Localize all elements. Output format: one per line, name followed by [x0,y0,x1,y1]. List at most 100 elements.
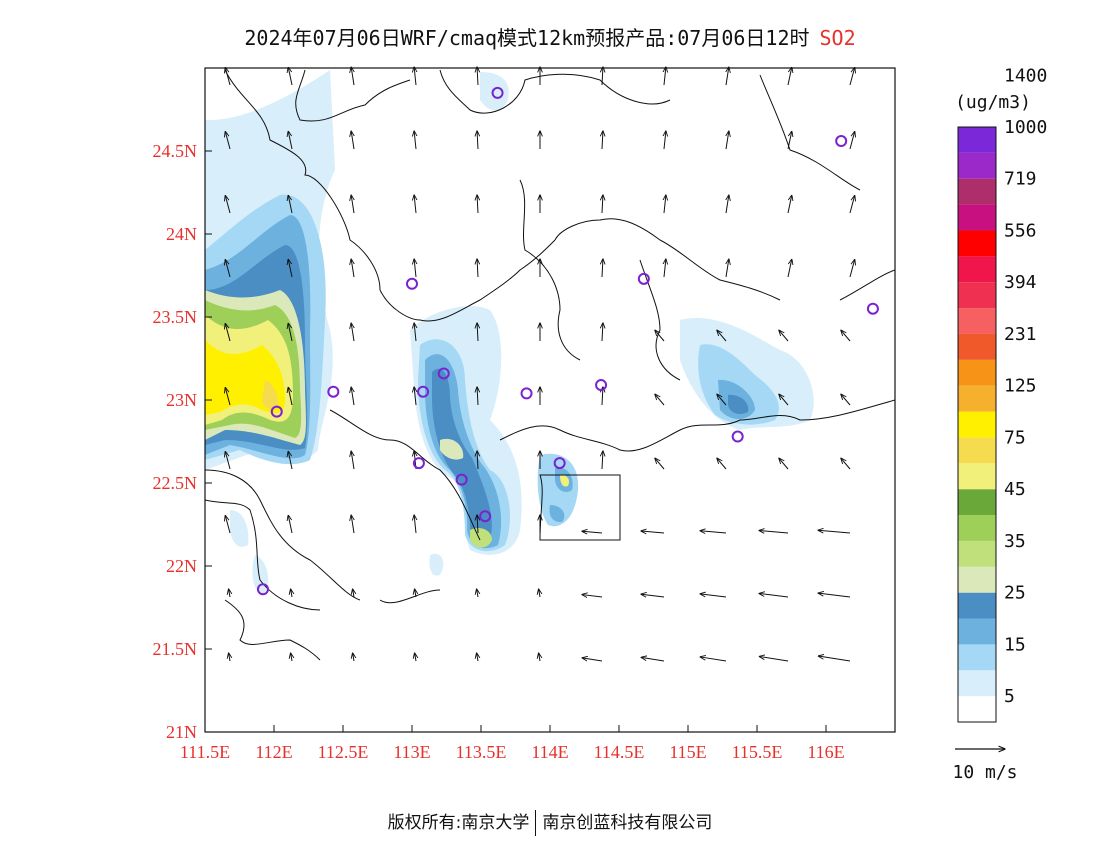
wind-arrow [225,196,231,214]
wind-arrow [351,451,354,470]
wind-arrow [582,658,603,662]
wind-arrow [225,452,231,470]
wind-arrow [641,594,665,597]
wind-arrow [225,132,231,150]
wind-arrow [351,131,354,150]
wind-arrow [655,394,665,406]
wind-arrow [225,324,231,342]
wind-arrow [582,531,603,533]
wind-arrow [602,131,603,150]
legend-label: 231 [1004,324,1037,345]
wind-arrow [414,259,416,278]
wind-arrow [841,330,851,342]
wind-arrow [759,656,789,662]
legend-swatch [958,308,996,334]
wind-arrow [477,323,478,342]
wind-arrow [717,394,727,406]
wind-arrow [841,394,851,406]
wind-arrow [664,131,666,150]
station-markers [256,86,879,596]
wind-vectors [225,67,855,662]
wind-arrow [582,595,603,597]
wind-arrow [225,388,231,406]
wind-arrow [477,653,478,662]
wind-arrow [229,653,230,662]
footer: 版权所有:南京大学 南京创蓝科技有限公司 [0,808,1100,836]
wind-arrow [415,653,416,662]
wind-arrow [726,67,729,86]
wind-arrow [841,458,851,470]
wind-arrow [602,451,603,470]
station-marker [866,302,879,315]
station-marker [835,135,848,148]
legend-swatch [958,437,996,464]
lon-tick-label: 113.5E [456,742,507,762]
station-marker [412,457,425,470]
station-marker [406,277,418,290]
title-text: 2024年07月06日WRF/cmaq模式12km预报产品:07月06日12时 [244,26,810,50]
legend-label: 394 [1004,272,1037,293]
legend-label: 1000 [1004,117,1047,138]
station-marker [595,379,608,392]
lon-tick-label: 113E [393,742,430,762]
station-marker [731,430,744,443]
lon-tick-label: 115.5E [732,742,783,762]
wind-arrow [539,589,540,598]
footer-divider [535,810,537,836]
lon-tick-label: 112E [255,742,292,762]
wind-arrow [787,259,792,278]
wind-arrow [351,67,354,86]
wind-arrow [291,589,292,598]
legend-frame [957,126,997,723]
legend-label: 15 [1004,634,1026,655]
wind-arrow [288,67,293,86]
wind-arrow [849,132,855,150]
wind-arrow [717,330,727,342]
wind-arrow [288,323,293,342]
wind-arrow [641,657,665,662]
legend-swatch [958,152,996,179]
wind-arrow [664,67,666,86]
wind-arrow [414,387,416,406]
wind-arrow [477,259,478,278]
legend-swatch [958,670,996,697]
wind-arrow [225,516,231,534]
lat-tick-label: 21N [166,722,197,742]
legend-swatch [958,127,996,153]
wind-arrow [655,458,665,470]
legend-swatch [958,696,996,722]
lon-tick-label: 111.5E [180,742,230,762]
legend-swatch [958,515,996,541]
lon-tick-label: 114E [531,742,568,762]
wind-arrow [288,451,293,470]
legend-label: 35 [1004,531,1026,552]
lat-tick-label: 23N [166,390,197,410]
legend-swatch [958,489,996,516]
wind-arrow [351,259,354,278]
station-marker [479,510,492,523]
copyright-text: 版权所有:南京大学 [387,813,530,833]
station-marker [437,367,450,380]
wind-arrow [414,323,416,342]
wind-arrow [414,195,416,214]
lon-tick-label: 116E [807,742,844,762]
wind-arrow [602,323,603,342]
station-marker [553,457,566,470]
wind-arrow [849,260,855,278]
lat-tick-label: 22N [166,556,197,576]
lon-tick-label: 112.5E [318,742,369,762]
wind-arrow [818,530,851,534]
station-marker [256,583,269,596]
wind-arrow [288,259,293,278]
wind-arrow [414,515,416,534]
legend-swatch [958,644,996,671]
lat-tick-label: 22.5N [153,473,198,493]
map-canvas: 111.5E 112E 112.5E 113E 113.5E 114E 114.5E 115E… [153,65,1048,783]
legend-label: 45 [1004,479,1026,500]
lon-tick-label: 114.5E [594,742,645,762]
wind-arrow [726,195,729,214]
wind-arrow [288,131,293,150]
wind-arrow [414,131,416,150]
legend-label: 1400 [1004,65,1047,86]
wind-scale: 10 m/s [952,749,1018,783]
